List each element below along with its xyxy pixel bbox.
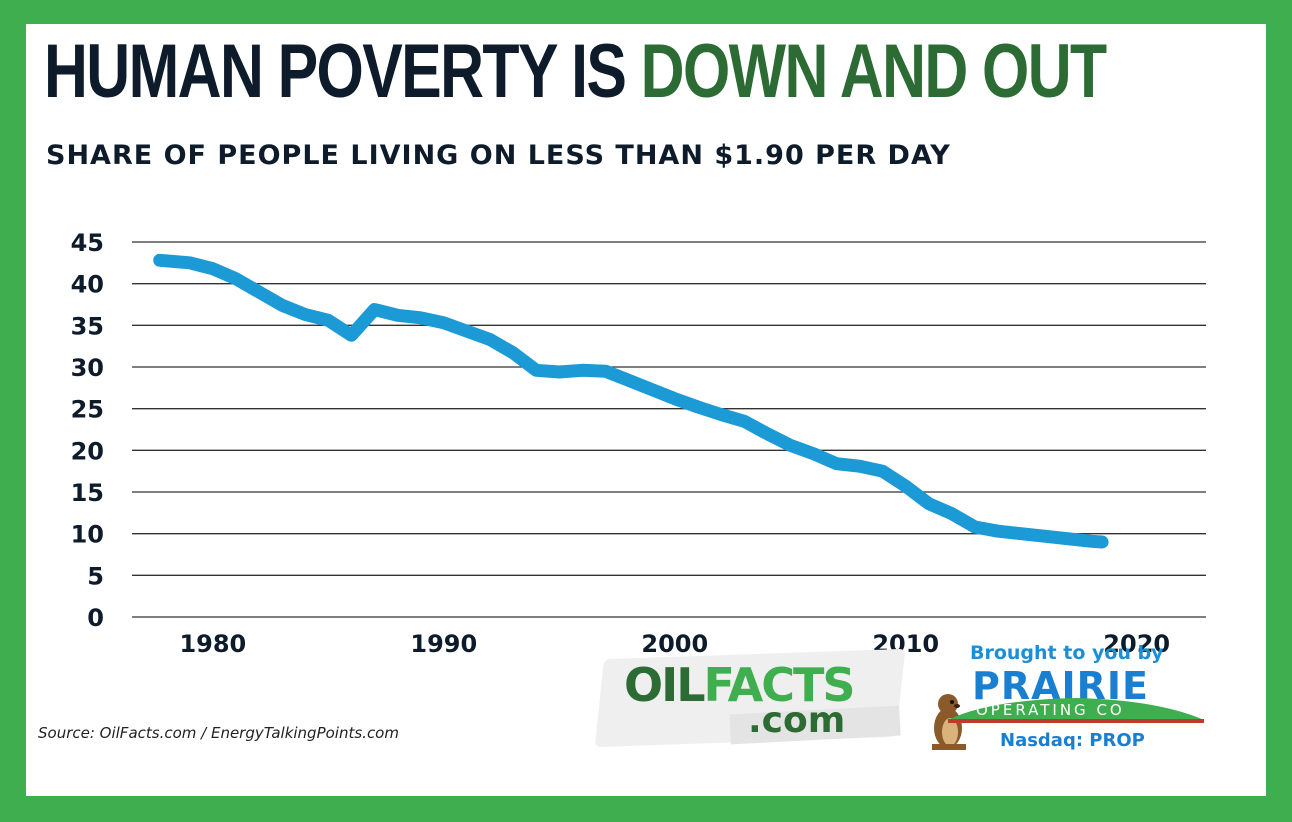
oilfacts-wordmark: OILFACTS (624, 658, 856, 712)
y-tick-label: 30 (71, 354, 104, 382)
page-title: HUMAN POVERTY IS DOWN AND OUT (44, 34, 1107, 110)
prairie-operating-co: OPERATING CO (976, 701, 1125, 719)
brought-to-you-by: Brought to you by (970, 642, 1164, 664)
oilfacts-facts: FACTS (703, 658, 856, 712)
source-note: Source: OilFacts.com / EnergyTalkingPoin… (38, 724, 399, 742)
title-part-dark: HUMAN POVERTY IS (44, 29, 641, 114)
y-tick-label: 35 (71, 312, 104, 340)
x-tick-label: 1990 (410, 630, 477, 658)
title-part-green: DOWN AND OUT (640, 29, 1107, 114)
prairie-logo[interactable]: Brought to you by PRAIRIE OPERATING CO N… (918, 640, 1218, 760)
x-tick-label: 2020 (1103, 630, 1170, 658)
nasdaq-ticker: Nasdaq: PROP (1000, 730, 1145, 751)
y-tick-label: 10 (71, 521, 104, 549)
oilfacts-dotcom: .com (748, 700, 846, 741)
oilfacts-oil: OIL (624, 658, 706, 712)
x-tick-label: 1980 (179, 630, 246, 658)
oilfacts-logo[interactable]: OILFACTS .com (594, 648, 910, 748)
hill-shape (948, 698, 1204, 723)
y-tick-label: 15 (71, 479, 104, 507)
y-tick-label: 45 (71, 229, 104, 257)
y-tick-label: 25 (71, 396, 104, 424)
y-tick-label: 20 (71, 437, 104, 465)
chart-subtitle: SHARE OF PEOPLE LIVING ON LESS THAN $1.9… (46, 140, 951, 171)
series-line-0 (153, 253, 1109, 549)
y-tick-label: 40 (71, 271, 104, 299)
y-tick-label: 5 (87, 562, 104, 590)
x-tick-label: 2000 (641, 630, 708, 658)
y-tick-label: 0 (87, 604, 104, 632)
